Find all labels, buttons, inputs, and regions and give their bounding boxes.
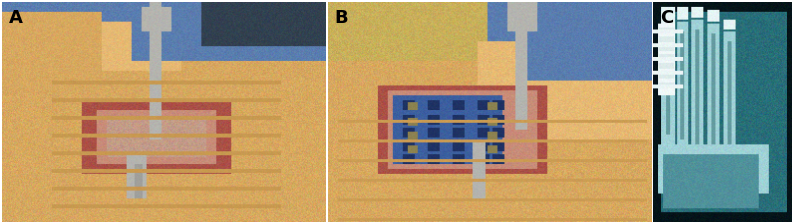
Text: A: A [9, 9, 23, 27]
Text: B: B [334, 9, 348, 27]
Text: C: C [661, 9, 673, 27]
